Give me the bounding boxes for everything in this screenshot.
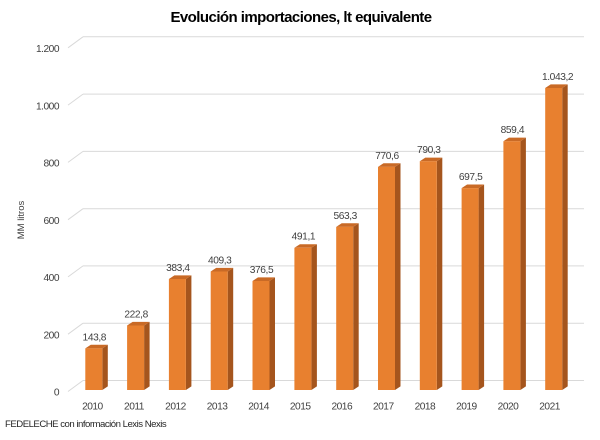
svg-text:2012: 2012 — [165, 402, 186, 413]
svg-text:409,3: 409,3 — [208, 255, 232, 266]
svg-text:1.200: 1.200 — [36, 44, 60, 55]
svg-text:2013: 2013 — [207, 402, 228, 413]
svg-text:2015: 2015 — [290, 402, 311, 413]
svg-text:1.043,2: 1.043,2 — [542, 72, 574, 83]
svg-text:2017: 2017 — [373, 402, 394, 413]
svg-text:600: 600 — [44, 216, 60, 227]
svg-text:MM litros: MM litros — [16, 200, 27, 239]
svg-text:2020: 2020 — [498, 402, 519, 413]
svg-text:697,5: 697,5 — [459, 172, 483, 183]
svg-text:383,4: 383,4 — [166, 263, 190, 274]
svg-text:2021: 2021 — [539, 402, 560, 413]
svg-text:143,8: 143,8 — [83, 332, 107, 343]
svg-text:859,4: 859,4 — [501, 125, 525, 136]
svg-text:0: 0 — [54, 388, 60, 399]
svg-text:563,3: 563,3 — [333, 211, 357, 222]
svg-text:2014: 2014 — [248, 402, 269, 413]
svg-text:2011: 2011 — [124, 402, 145, 413]
svg-text:800: 800 — [44, 159, 60, 170]
svg-text:790,3: 790,3 — [417, 145, 441, 156]
svg-text:200: 200 — [44, 330, 60, 341]
svg-text:2019: 2019 — [456, 402, 477, 413]
svg-text:400: 400 — [44, 273, 60, 284]
svg-text:2018: 2018 — [415, 402, 436, 413]
svg-text:376,5: 376,5 — [250, 265, 274, 276]
svg-text:222,8: 222,8 — [124, 309, 148, 320]
svg-text:770,6: 770,6 — [375, 151, 399, 162]
svg-text:2010: 2010 — [82, 402, 103, 413]
svg-text:1.000: 1.000 — [36, 101, 60, 112]
svg-text:491,1: 491,1 — [292, 232, 316, 243]
svg-text:2016: 2016 — [331, 402, 352, 413]
